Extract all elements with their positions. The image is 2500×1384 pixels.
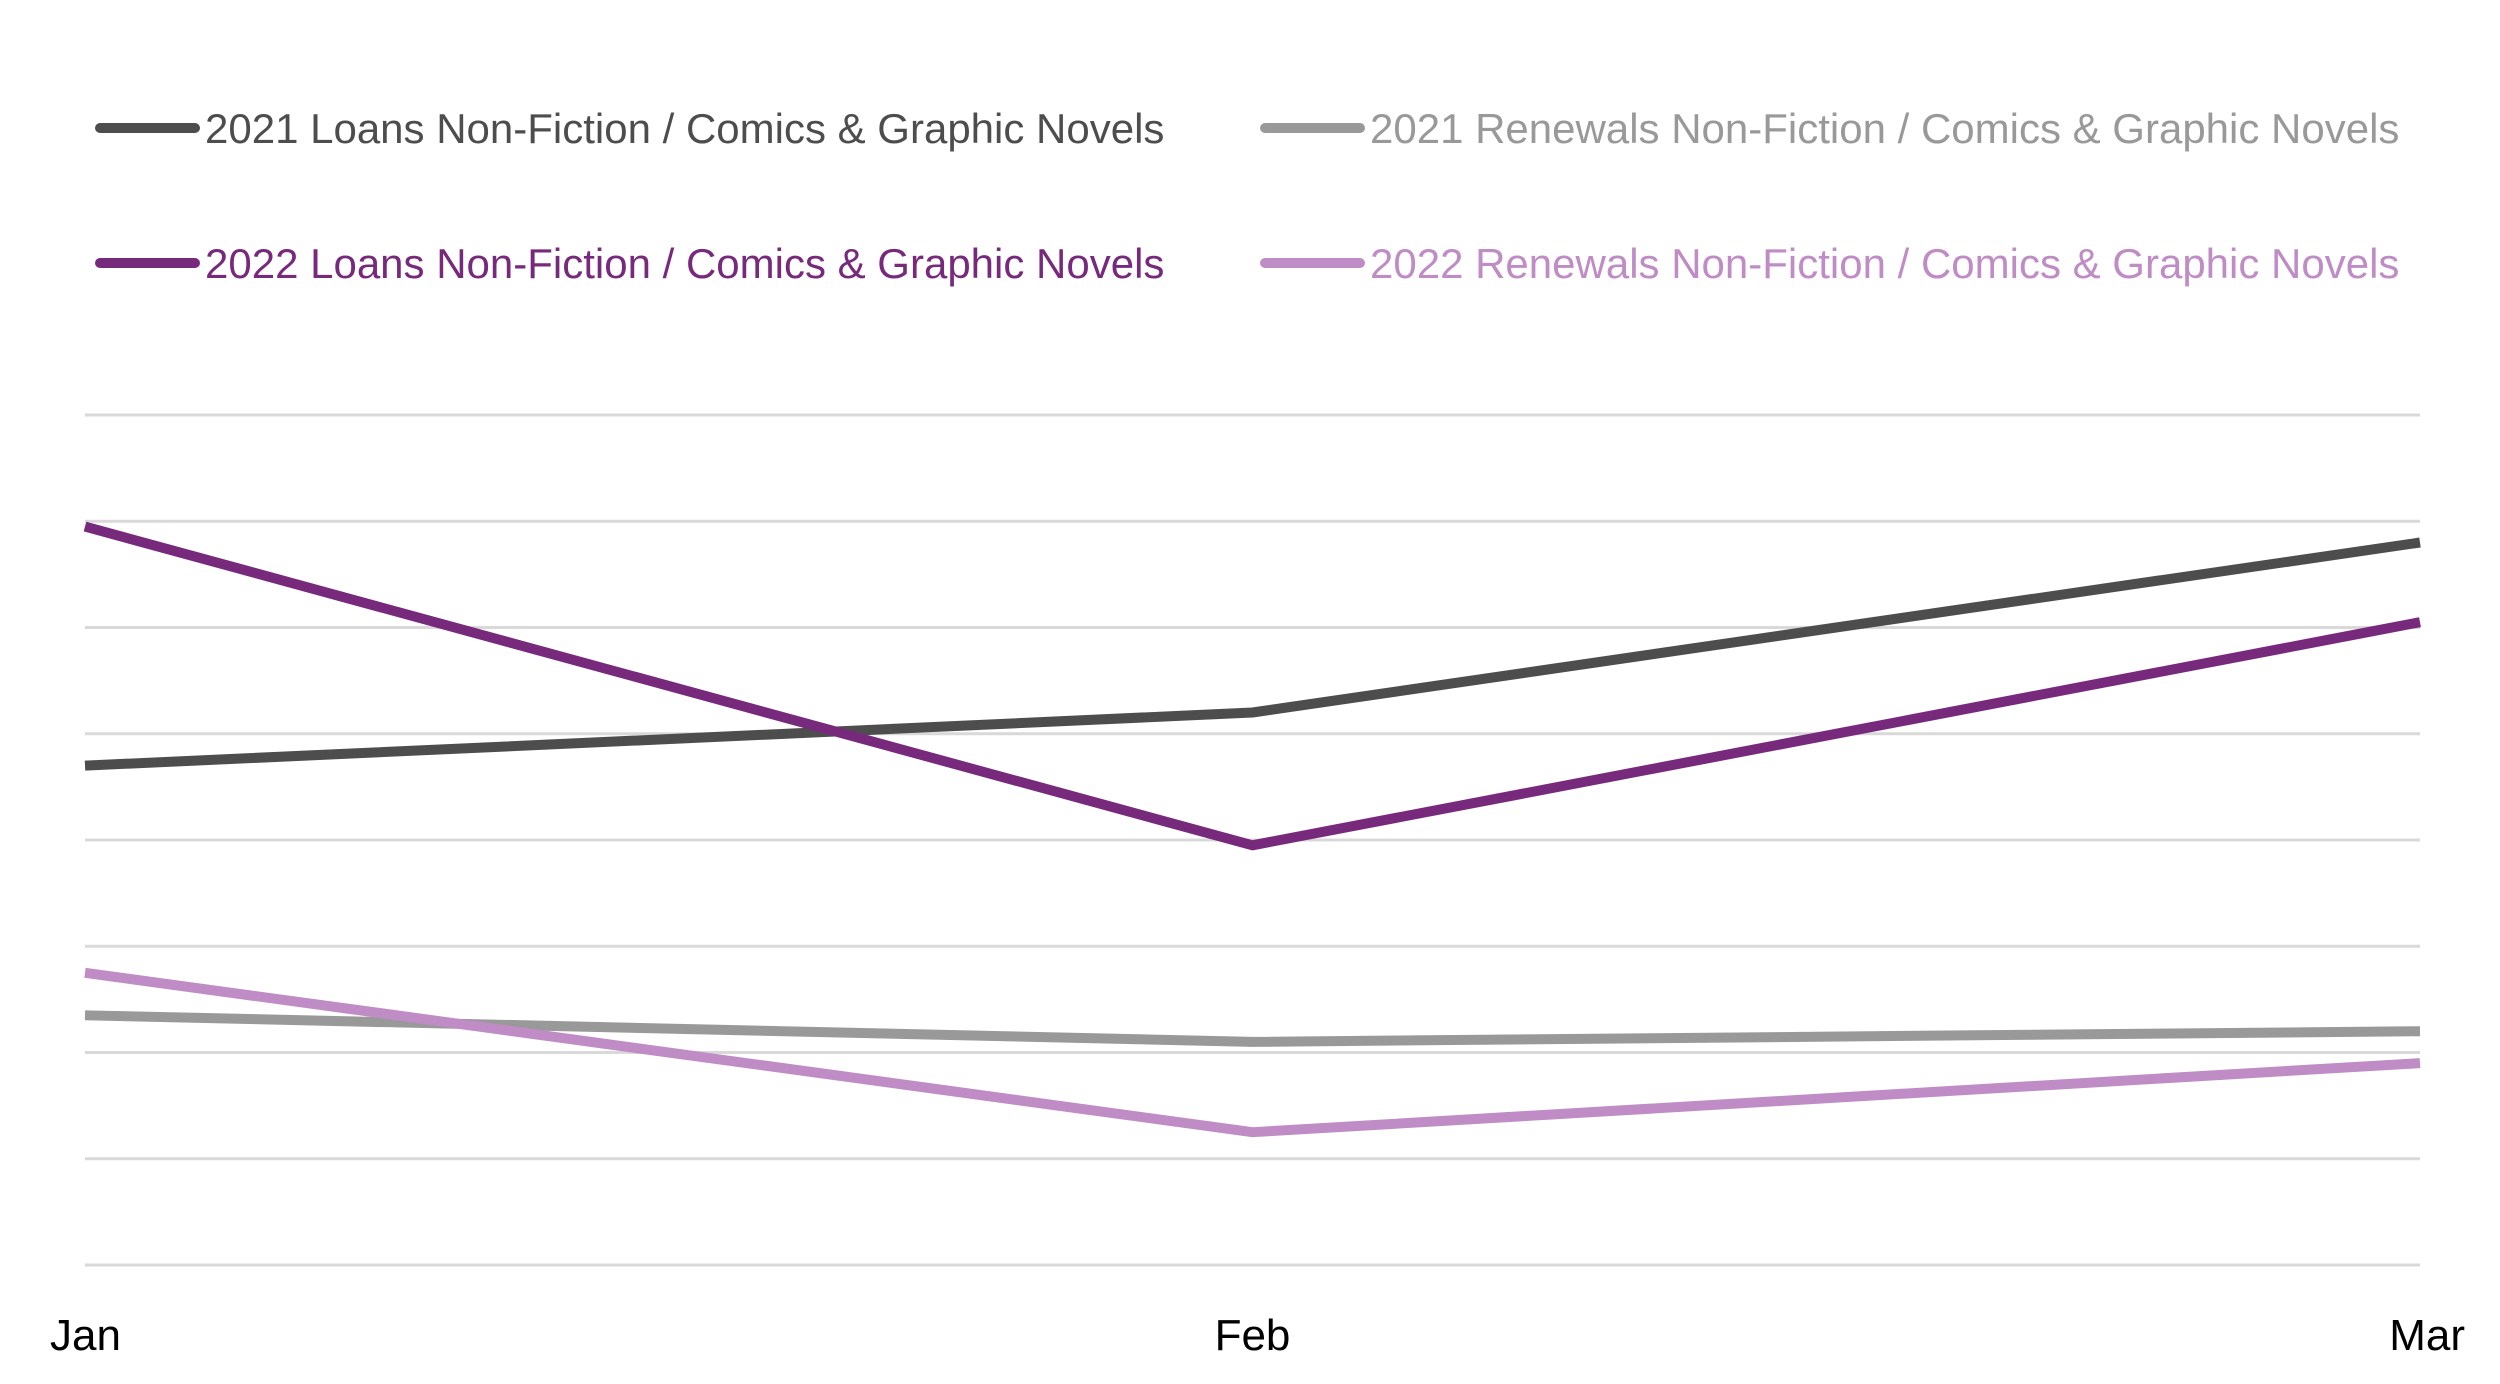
legend-label: 2022 Loans Non-Fiction / Comics & Graphi…: [205, 240, 1164, 287]
legend-label: 2022 Renewals Non-Fiction / Comics & Gra…: [1370, 240, 2399, 287]
x-tick-label: Mar: [2389, 1311, 2465, 1360]
legend-label: 2021 Renewals Non-Fiction / Comics & Gra…: [1370, 105, 2399, 152]
legend-item: 2021 Loans Non-Fiction / Comics & Graphi…: [95, 105, 1164, 152]
series-lines: [83, 521, 2421, 1138]
x-tick-label: Jan: [50, 1311, 121, 1360]
legend: 2021 Loans Non-Fiction / Comics & Graphi…: [95, 105, 2399, 287]
legend-item: 2021 Renewals Non-Fiction / Comics & Gra…: [1260, 105, 2399, 152]
x-axis-tick-labels: Jan Feb Mar: [50, 1311, 2465, 1360]
legend-label: 2021 Loans Non-Fiction / Comics & Graphi…: [205, 105, 1164, 152]
gridlines: [85, 413, 2420, 1267]
series-line-3: [83, 521, 2421, 851]
series-line-1: [84, 537, 2421, 771]
legend-item: 2022 Renewals Non-Fiction / Comics & Gra…: [1260, 240, 2399, 287]
x-tick-label: Feb: [1215, 1311, 1291, 1360]
series-line-4: [84, 967, 2421, 1138]
legend-item: 2022 Loans Non-Fiction / Comics & Graphi…: [95, 240, 1164, 287]
